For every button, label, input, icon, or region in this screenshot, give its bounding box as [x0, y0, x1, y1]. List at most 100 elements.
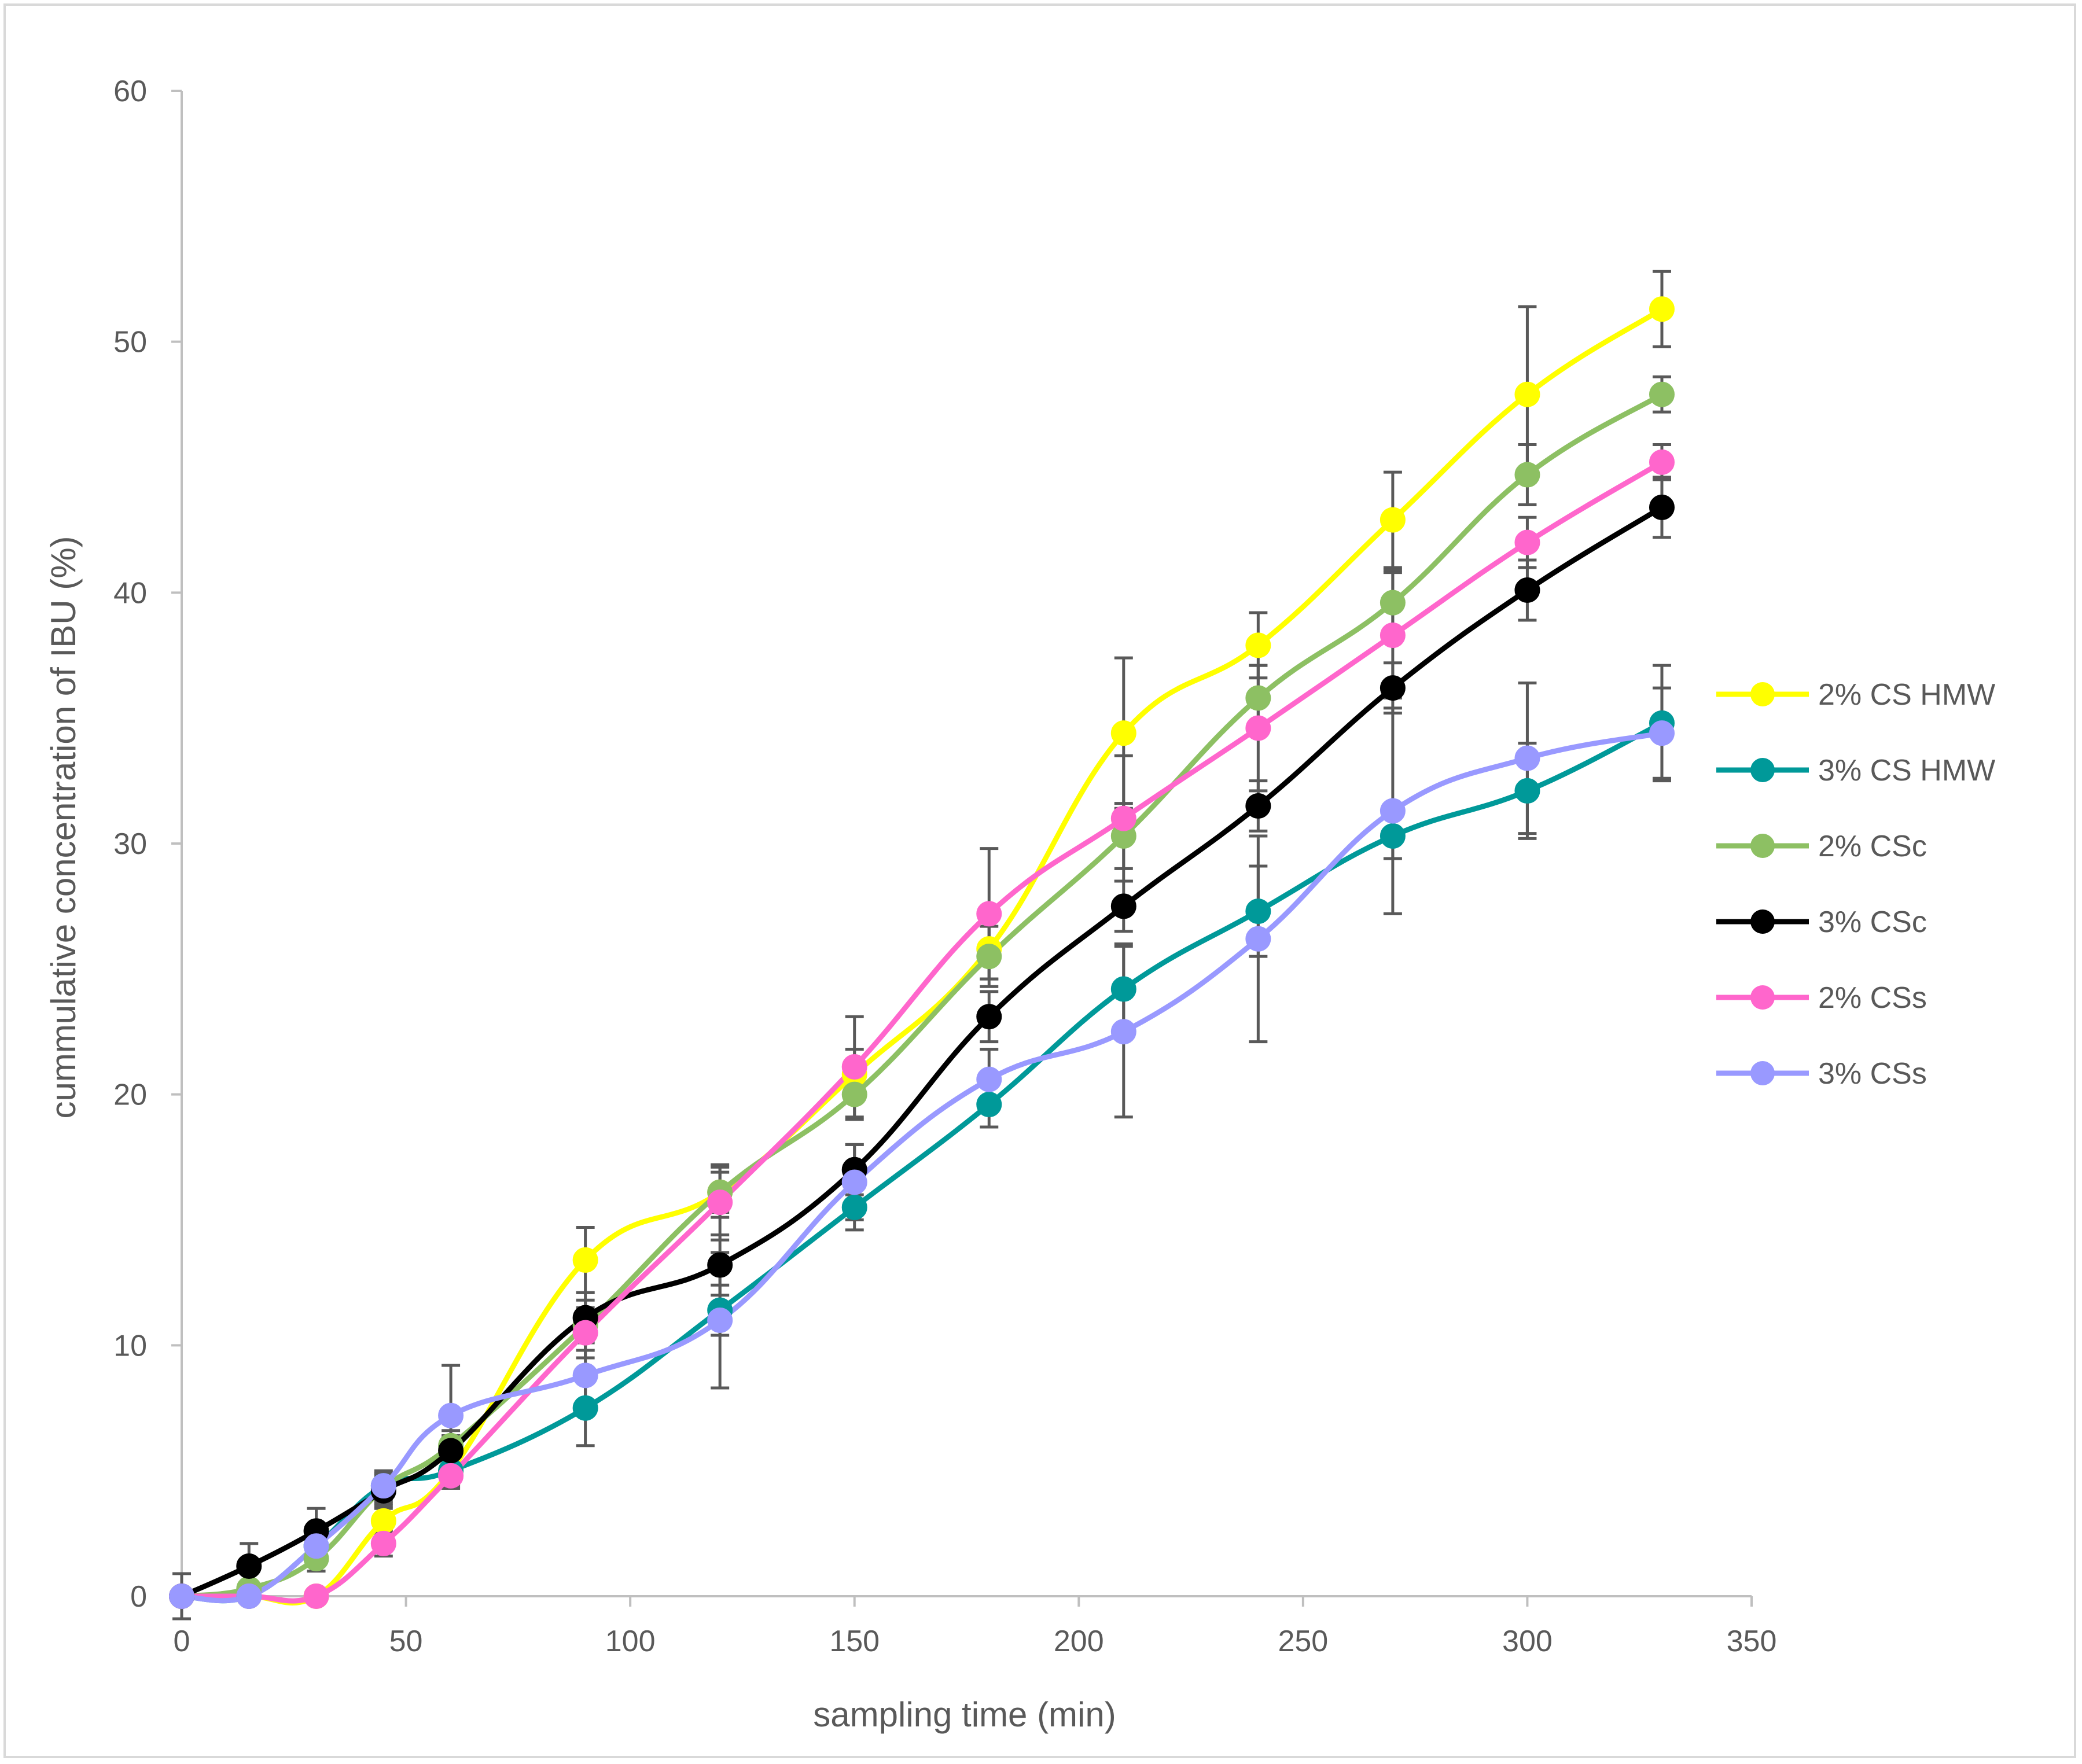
data-point — [1514, 462, 1540, 488]
y-tick-labels: 0 10 20 30 40 50 60 — [113, 75, 147, 1614]
data-point — [303, 1533, 329, 1559]
legend: 2% CS HMW 3% CS HMW 2% CSc 3% CSc 2% CSs 3% C… — [1716, 678, 1995, 1091]
data-point — [1110, 893, 1136, 919]
y-tick-label: 0 — [130, 1580, 147, 1614]
legend-item: 3% CSc — [1716, 905, 1927, 939]
legend-item: 3% CS HMW — [1716, 754, 1995, 787]
data-point — [1649, 449, 1675, 475]
data-point — [1514, 745, 1540, 771]
x-tick-label: 0 — [174, 1625, 190, 1658]
data-point — [976, 1004, 1002, 1030]
x-tick-label: 100 — [605, 1625, 656, 1658]
data-point — [841, 1194, 867, 1220]
data-point — [1245, 926, 1271, 952]
legend-item: 2% CSc — [1716, 830, 1927, 863]
legend-swatch-marker — [1750, 682, 1775, 706]
data-point — [1514, 529, 1540, 555]
data-point — [236, 1553, 262, 1579]
x-tick-label: 300 — [1502, 1625, 1553, 1658]
data-point — [1380, 675, 1406, 701]
data-point — [438, 1463, 464, 1489]
data-point — [1245, 685, 1271, 711]
data-point — [438, 1438, 464, 1464]
data-point — [1514, 381, 1540, 407]
series-line — [179, 730, 1665, 1604]
data-points — [169, 296, 1675, 1609]
y-tick-label: 60 — [113, 75, 147, 108]
x-tick-label: 250 — [1278, 1625, 1328, 1658]
data-point — [841, 1169, 867, 1195]
data-point — [707, 1252, 733, 1278]
data-point — [438, 1402, 464, 1428]
data-point — [1649, 720, 1675, 746]
legend-label: 3% CS HMW — [1818, 754, 1995, 787]
data-point — [841, 1081, 867, 1107]
y-tick-label: 30 — [113, 827, 147, 861]
data-point — [1380, 798, 1406, 824]
data-point — [1380, 507, 1406, 533]
x-axis-title: sampling time (min) — [813, 1695, 1116, 1734]
data-point — [572, 1247, 598, 1273]
legend-label: 3% CSc — [1818, 905, 1927, 939]
error-bars — [172, 270, 1671, 1621]
data-point — [169, 1583, 194, 1609]
series-line — [179, 392, 1665, 1599]
data-point — [1380, 590, 1406, 616]
legend-swatch-marker — [1750, 1061, 1775, 1085]
legend-label: 2% CSc — [1818, 830, 1927, 863]
data-point — [707, 1189, 733, 1216]
data-point — [1110, 1019, 1136, 1045]
y-tick-label: 40 — [113, 576, 147, 610]
series-line — [179, 459, 1665, 1604]
series-line — [179, 720, 1665, 1604]
data-point — [976, 1066, 1002, 1092]
series-line — [179, 504, 1665, 1599]
data-point — [1245, 715, 1271, 741]
data-point — [572, 1395, 598, 1421]
data-point — [1380, 823, 1406, 849]
data-point — [1110, 805, 1136, 831]
chart-frame — [3, 3, 2076, 1758]
data-point — [236, 1583, 262, 1609]
data-point — [1380, 623, 1406, 649]
data-point — [976, 901, 1002, 927]
x-tick-label: 200 — [1054, 1625, 1104, 1658]
y-tick-label: 10 — [113, 1329, 147, 1362]
legend-swatch-marker — [1750, 834, 1775, 858]
y-axis-title: cummulative concentration of IBU (%) — [44, 536, 83, 1118]
legend-swatch-marker — [1750, 909, 1775, 934]
data-point — [1110, 976, 1136, 1002]
data-point — [1245, 632, 1271, 658]
legend-label: 2% CSs — [1818, 981, 1927, 1015]
data-point — [370, 1473, 396, 1499]
data-point — [303, 1583, 329, 1609]
data-point — [370, 1508, 396, 1534]
data-point — [976, 944, 1002, 970]
x-tick-label: 350 — [1727, 1625, 1777, 1658]
data-point — [841, 1054, 867, 1080]
legend-swatch-marker — [1750, 758, 1775, 782]
legend-item: 2% CSs — [1716, 981, 1927, 1015]
legend-label: 3% CSs — [1818, 1057, 1927, 1091]
data-point — [1514, 577, 1540, 603]
x-tick-label: 150 — [829, 1625, 880, 1658]
y-tick-label: 50 — [113, 326, 147, 359]
legend-label: 2% CS HMW — [1818, 678, 1995, 712]
data-point — [1649, 296, 1675, 322]
data-point — [1245, 793, 1271, 819]
x-tick-label: 50 — [389, 1625, 423, 1658]
data-point — [1514, 778, 1540, 804]
data-point — [976, 1092, 1002, 1118]
data-point — [1245, 898, 1271, 925]
data-point — [1649, 494, 1675, 520]
data-point — [370, 1530, 396, 1556]
series-lines — [179, 306, 1665, 1606]
data-point — [1649, 381, 1675, 407]
series-line — [179, 306, 1665, 1606]
data-point — [572, 1362, 598, 1389]
data-point — [572, 1320, 598, 1346]
data-point — [707, 1307, 733, 1333]
legend-item: 3% CSs — [1716, 1057, 1927, 1091]
y-tick-label: 20 — [113, 1078, 147, 1112]
